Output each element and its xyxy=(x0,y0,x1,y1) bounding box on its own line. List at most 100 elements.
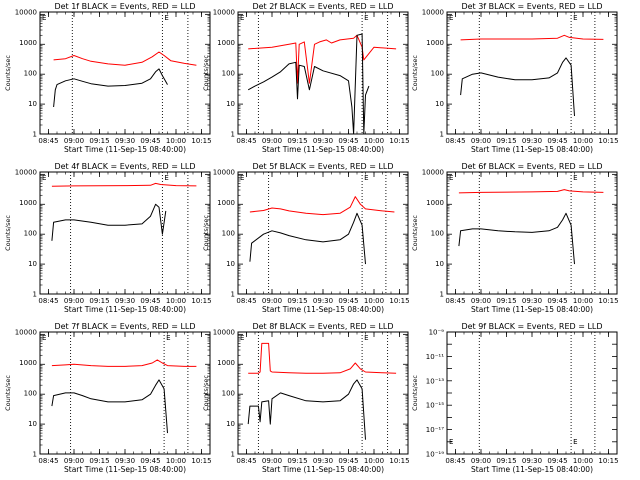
y-tick-label: 1000 xyxy=(19,199,37,207)
x-tick-label: 08:45 xyxy=(445,457,465,465)
y-tick-label: 1 xyxy=(33,451,37,459)
x-tick-label: 09:15 xyxy=(496,137,516,145)
x-tick-label: 09:30 xyxy=(115,137,135,145)
y-tick-label: 10000 xyxy=(15,329,37,337)
panel-title: Det 1f BLACK = Events, RED = LLD xyxy=(54,2,195,11)
edge-marker: E xyxy=(42,14,46,22)
y-tick-label: 10⁻¹¹ xyxy=(426,353,444,361)
detector-panel-5: Det 5f BLACK = Events, RED = LLD 1 10 100 10… xyxy=(202,162,410,314)
y-tick-label: 10 xyxy=(435,260,444,268)
y-tick-label: 100 xyxy=(24,230,37,238)
lld-series-line xyxy=(51,359,197,367)
x-tick-label: 09:15 xyxy=(89,297,109,305)
detector-panel-9: Det 9f BLACK = Events, RED = LLD 10⁻¹⁹ 10⁻… xyxy=(411,322,619,474)
y-tick-label: 1000 xyxy=(19,359,37,367)
lld-series-line xyxy=(248,342,397,374)
x-axis-label: Start Time (11-Sep-15 08:40:00) xyxy=(64,465,186,474)
y-tick-label: 10 xyxy=(435,100,444,108)
edge-marker: E xyxy=(240,174,244,182)
x-tick-label: 08:45 xyxy=(38,137,58,145)
x-tick-label: 09:15 xyxy=(89,137,109,145)
x-tick-label: 09:00 xyxy=(471,137,491,145)
plot-frame xyxy=(237,171,409,295)
plot-frame xyxy=(237,331,409,455)
y-tick-label: 100 xyxy=(222,230,235,238)
lld-series-line xyxy=(248,34,397,84)
edge-marker: E xyxy=(240,334,244,342)
plot-frame xyxy=(39,11,211,135)
x-tick-label: 08:45 xyxy=(236,457,256,465)
x-tick-label: 08:45 xyxy=(445,137,465,145)
panel-title: Det 8f BLACK = Events, RED = LLD xyxy=(252,322,393,331)
events-series-line xyxy=(247,33,370,135)
events-series-line xyxy=(51,379,168,434)
edge-marker: E xyxy=(364,174,368,182)
x-tick-label: 10:00 xyxy=(573,457,593,465)
y-tick-label: 10000 xyxy=(422,169,444,177)
x-tick-label: 09:45 xyxy=(140,137,160,145)
y-tick-label: 10 xyxy=(28,420,37,428)
panel-title: Det 6f BLACK = Events, RED = LLD xyxy=(461,162,602,171)
x-axis-label: Start Time (11-Sep-15 08:40:00) xyxy=(64,305,186,314)
y-tick-label: 10000 xyxy=(15,169,37,177)
plot-frame xyxy=(446,11,618,135)
y-tick-label: 10000 xyxy=(213,329,235,337)
x-tick-label: 09:15 xyxy=(496,297,516,305)
x-tick-label: 09:45 xyxy=(547,137,567,145)
x-tick-label: 09:00 xyxy=(471,457,491,465)
y-tick-label: 10⁻¹⁹ xyxy=(426,451,444,459)
plot-frame xyxy=(39,171,211,295)
y-tick-label: 100 xyxy=(431,230,444,238)
y-tick-label: 10000 xyxy=(213,9,235,17)
y-tick-label: 100 xyxy=(24,390,37,398)
detector-panel-4: Det 4f BLACK = Events, RED = LLD 1 10 100 10… xyxy=(4,162,212,314)
y-tick-label: 10⁻¹⁷ xyxy=(426,426,444,434)
x-tick-label: 10:00 xyxy=(364,457,384,465)
events-series-line xyxy=(458,212,575,265)
x-tick-label: 09:45 xyxy=(547,297,567,305)
panel-title: Det 7f BLACK = Events, RED = LLD xyxy=(54,322,195,331)
x-tick-label: 08:45 xyxy=(236,297,256,305)
x-tick-label: 09:00 xyxy=(64,457,84,465)
x-axis-label: Start Time (11-Sep-15 08:40:00) xyxy=(471,145,593,154)
plot-frame xyxy=(237,11,409,135)
x-tick-label: 10:15 xyxy=(389,137,409,145)
x-tick-label: 09:45 xyxy=(140,297,160,305)
x-tick-label: 09:45 xyxy=(338,137,358,145)
y-axis-label: Counts/sec xyxy=(4,55,12,91)
x-tick-label: 09:45 xyxy=(140,457,160,465)
y-tick-label: 10 xyxy=(28,260,37,268)
x-tick-label: 09:15 xyxy=(287,297,307,305)
y-axis-label: Counts/sec xyxy=(202,215,210,251)
y-axis-label: Counts/sec xyxy=(4,215,12,251)
panel-title: Det 4f BLACK = Events, RED = LLD xyxy=(54,162,195,171)
x-tick-label: 10:00 xyxy=(573,297,593,305)
edge-marker: E xyxy=(449,14,453,22)
y-axis-label: Counts/sec xyxy=(411,375,419,411)
x-tick-label: 09:15 xyxy=(287,457,307,465)
x-tick-label: 10:15 xyxy=(191,297,211,305)
lld-series-line xyxy=(458,189,604,194)
edge-marker: E xyxy=(42,334,46,342)
x-tick-label: 10:15 xyxy=(389,297,409,305)
edge-marker: E xyxy=(364,14,368,22)
x-tick-label: 10:15 xyxy=(389,457,409,465)
x-tick-label: 10:15 xyxy=(598,137,618,145)
x-axis-label: Start Time (11-Sep-15 08:40:00) xyxy=(262,305,384,314)
y-tick-label: 10 xyxy=(226,420,235,428)
x-tick-label: 09:00 xyxy=(64,137,84,145)
y-axis-label: Counts/sec xyxy=(4,375,12,411)
y-tick-label: 1000 xyxy=(217,359,235,367)
edge-marker: E xyxy=(364,334,368,342)
detector-panel-3: Det 3f BLACK = Events, RED = LLD 1 10 100 10… xyxy=(411,2,619,154)
detector-panel-8: Det 8f BLACK = Events, RED = LLD 1 10 100 10… xyxy=(202,322,410,474)
x-tick-label: 09:45 xyxy=(338,457,358,465)
x-tick-label: 09:30 xyxy=(522,297,542,305)
events-series-line xyxy=(51,203,167,241)
x-tick-label: 09:15 xyxy=(496,457,516,465)
x-tick-label: 09:30 xyxy=(313,137,333,145)
x-tick-label: 08:45 xyxy=(236,137,256,145)
y-tick-label: 1 xyxy=(440,291,444,299)
x-tick-label: 09:45 xyxy=(547,457,567,465)
x-tick-label: 10:00 xyxy=(573,137,593,145)
